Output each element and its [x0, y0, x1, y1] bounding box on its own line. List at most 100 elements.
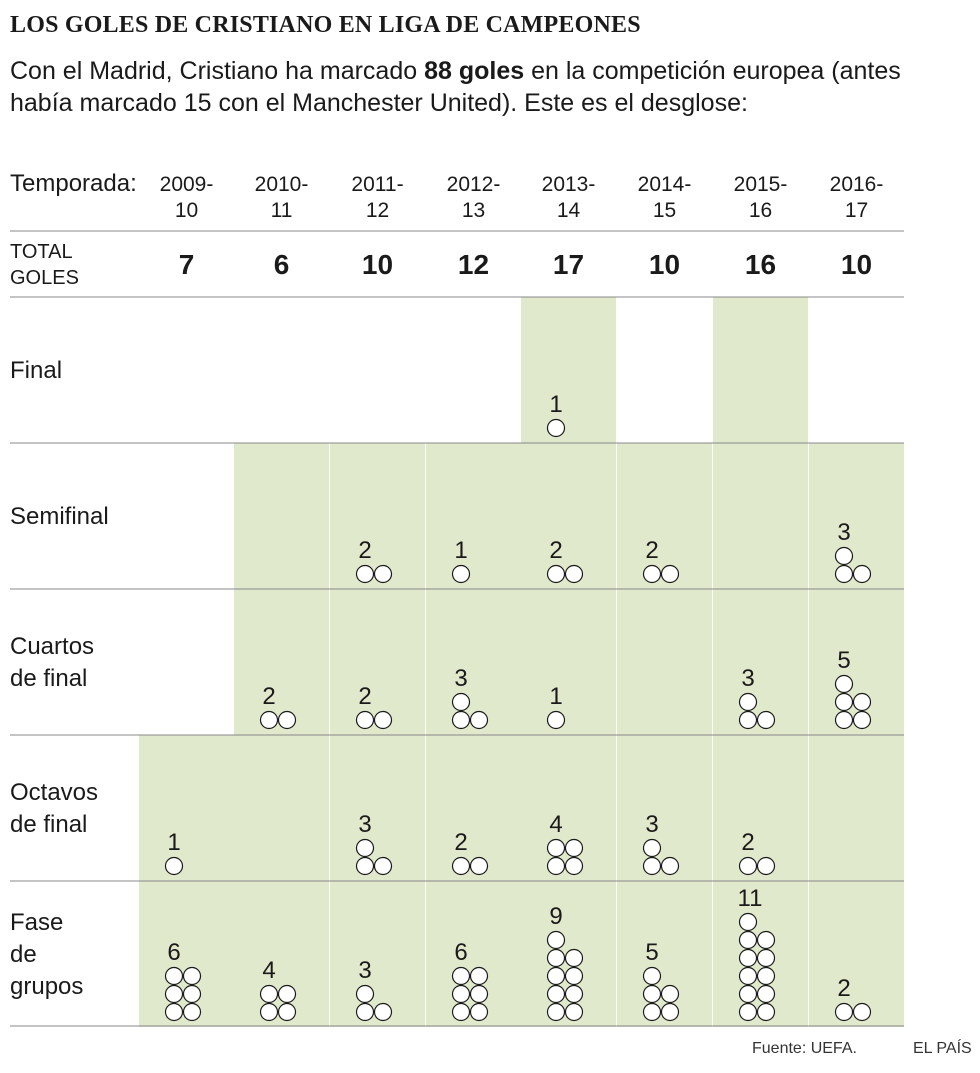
goal-circle-4-4-8	[546, 930, 566, 950]
cell-bg-3-0	[139, 735, 234, 881]
goal-circle-4-3-4	[451, 966, 471, 986]
goal-circle-3-5-1	[660, 856, 680, 876]
goal-circle-4-5-0	[642, 1002, 662, 1022]
round-label-3-1: de final	[10, 811, 87, 838]
goal-circle-4-6-3	[756, 984, 776, 1004]
round-label-4: Fase	[10, 909, 63, 936]
goal-count-3-3: 2	[454, 829, 467, 856]
goal-circle-4-6-5	[756, 966, 776, 986]
goal-count-4-6: 11	[738, 885, 763, 912]
round-label-1: Semifinal	[10, 503, 109, 530]
goal-circle-3-5-2	[642, 838, 662, 858]
goal-circle-4-0-5	[182, 966, 202, 986]
goal-circle-3-4-3	[564, 838, 584, 858]
cell-bg-3-3	[426, 735, 521, 881]
total-label: TOTAL	[10, 241, 73, 263]
season-label-6: 2015-	[734, 173, 788, 196]
cell-bg-0-6	[713, 297, 808, 443]
goal-count-3-4: 4	[549, 811, 562, 838]
goal-circle-4-4-4	[546, 966, 566, 986]
total-value-0: 7	[179, 249, 195, 280]
goal-circle-4-3-2	[451, 984, 471, 1004]
cell-bg-2-3	[426, 589, 521, 735]
goal-circle-4-6-4	[738, 966, 758, 986]
cell-bg-1-3	[426, 443, 521, 589]
cell-bg-4-1	[234, 881, 329, 1027]
cell-bg-3-6	[713, 735, 808, 881]
goal-count-1-2: 2	[358, 537, 371, 564]
goal-count-4-7: 2	[837, 975, 850, 1002]
goal-circle-4-6-2	[738, 984, 758, 1004]
cell-bg-1-2	[330, 443, 425, 589]
goal-count-1-5: 2	[645, 537, 658, 564]
goal-circle-4-2-1	[373, 1002, 393, 1022]
goal-count-3-2: 3	[358, 811, 371, 838]
goal-circle-1-4-0	[546, 564, 566, 584]
season-label-1: 2010-	[255, 173, 309, 196]
cell-bg-3-1	[234, 735, 329, 881]
goal-circle-2-3-1	[469, 710, 489, 730]
goal-circle-3-5-0	[642, 856, 662, 876]
goal-circle-4-4-7	[564, 948, 584, 968]
goal-count-0-4: 1	[549, 391, 562, 418]
season-label-end-4: 14	[557, 199, 581, 222]
goal-circle-2-6-1	[756, 710, 776, 730]
goal-circle-4-2-0	[355, 1002, 375, 1022]
goal-circle-4-4-6	[546, 948, 566, 968]
season-label-end-0: 10	[175, 199, 198, 222]
season-label-3: 2012-	[447, 173, 501, 196]
goal-circle-2-6-0	[738, 710, 758, 730]
total-label-line2: GOLES	[10, 267, 79, 289]
season-label-4: 2013-	[542, 173, 596, 196]
goal-circle-3-4-0	[546, 856, 566, 876]
goal-circle-2-2-1	[373, 710, 393, 730]
round-label-2: Cuartos	[10, 633, 94, 660]
goal-circle-3-6-1	[756, 856, 776, 876]
goal-circle-4-0-3	[182, 984, 202, 1004]
total-value-6: 16	[745, 249, 776, 280]
goal-circle-4-1-2	[259, 984, 279, 1004]
round-label-2-1: de final	[10, 665, 87, 692]
goal-count-2-1: 2	[262, 683, 275, 710]
goal-circle-2-7-3	[852, 692, 872, 712]
goal-circle-4-6-9	[756, 930, 776, 950]
goal-circle-0-4-0	[546, 418, 566, 438]
goal-circle-4-6-1	[756, 1002, 776, 1022]
season-label-end-2: 12	[366, 199, 389, 222]
goal-count-1-4: 2	[549, 537, 562, 564]
season-label-end-1: 11	[271, 199, 293, 222]
goal-circle-4-0-0	[164, 1002, 184, 1022]
season-label-5: 2014-	[638, 173, 692, 196]
goal-circle-4-6-10	[738, 912, 758, 932]
round-label-3: Octavos	[10, 779, 98, 806]
season-label-0: 2009-	[160, 173, 214, 196]
goal-circle-3-4-2	[546, 838, 566, 858]
cell-bg-3-7	[809, 735, 904, 881]
cell-bg-2-1	[234, 589, 329, 735]
goal-circle-4-4-1	[564, 1002, 584, 1022]
goal-circle-2-4-0	[546, 710, 566, 730]
goal-circle-2-7-2	[834, 692, 854, 712]
goal-circle-4-4-0	[546, 1002, 566, 1022]
goal-circle-4-6-7	[756, 948, 776, 968]
cell-bg-1-7	[809, 443, 904, 589]
goal-count-2-6: 3	[741, 665, 754, 692]
goal-circle-4-6-6	[738, 948, 758, 968]
goal-circle-4-5-3	[660, 984, 680, 1004]
goal-circle-2-7-4	[834, 674, 854, 694]
total-value-4: 17	[553, 249, 584, 280]
goal-circle-2-2-0	[355, 710, 375, 730]
goal-circle-1-7-0	[834, 564, 854, 584]
goal-circle-3-4-1	[564, 856, 584, 876]
round-label-4-1: de	[10, 941, 37, 968]
goal-circle-4-1-1	[277, 1002, 297, 1022]
goal-circle-1-4-1	[564, 564, 584, 584]
goal-circle-4-0-4	[164, 966, 184, 986]
season-label-end-5: 15	[653, 199, 676, 222]
season-label-end-7: 17	[845, 199, 868, 222]
goal-circle-4-7-0	[834, 1002, 854, 1022]
goal-count-4-5: 5	[645, 939, 658, 966]
goal-circle-3-3-0	[451, 856, 471, 876]
goal-count-4-0: 6	[167, 939, 180, 966]
goal-circle-4-5-2	[642, 984, 662, 1004]
